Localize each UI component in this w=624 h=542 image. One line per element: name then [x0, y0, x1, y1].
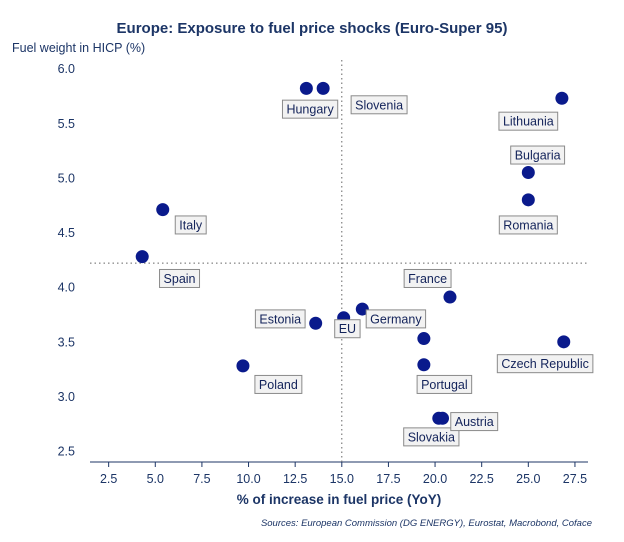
point-czech-republic — [557, 335, 571, 349]
label-germany: Germany — [370, 312, 422, 326]
label-box-romania — [498, 215, 558, 235]
y-tick-label: 5.0 — [58, 171, 75, 185]
label-box-estonia — [254, 309, 306, 329]
label-box-slovakia — [403, 427, 460, 447]
point-germany — [355, 302, 369, 316]
label-bulgaria: Bulgaria — [515, 149, 561, 163]
label-lithuania: Lithuania — [503, 115, 554, 129]
y-tick-label: 2.5 — [58, 445, 75, 459]
x-tick-label: 27.5 — [563, 472, 587, 486]
point-italy — [156, 203, 170, 217]
label-slovakia: Slovakia — [408, 430, 455, 444]
point-spain — [135, 250, 149, 264]
point-lithuania — [555, 91, 569, 105]
label-hungary: Hungary — [286, 103, 334, 117]
x-axis-label: % of increase in fuel price (YoY) — [236, 492, 442, 507]
x-tick-label: 7.5 — [193, 472, 210, 486]
label-france: France — [408, 272, 447, 286]
label-box-poland — [254, 374, 303, 394]
y-tick-label: 5.5 — [58, 117, 75, 131]
x-tick-label: 2.5 — [100, 472, 117, 486]
point-hungary — [299, 81, 313, 95]
x-tick-label: 25.0 — [516, 472, 540, 486]
label-poland: Poland — [259, 378, 298, 392]
label-italy: Italy — [179, 218, 203, 232]
label-box-italy — [174, 215, 207, 235]
label-eu: EU — [339, 322, 356, 336]
x-tick-label: 10.0 — [236, 472, 260, 486]
y-axis-label: Fuel weight in HICP (%) — [12, 41, 146, 55]
label-romania: Romania — [503, 218, 553, 232]
point-portugal — [417, 332, 431, 346]
label-box-france — [403, 268, 452, 288]
label-box-germany — [365, 309, 427, 329]
point-bulgaria — [521, 166, 535, 180]
label-slovenia: Slovenia — [355, 98, 403, 112]
label-box-slovenia — [350, 95, 408, 115]
y-tick-label: 4.5 — [58, 226, 75, 240]
label-box-hungary — [281, 99, 339, 119]
point-slovenia — [316, 81, 330, 95]
label-spain: Spain — [164, 272, 196, 286]
label-box-lithuania — [498, 111, 559, 131]
label-box-austria — [450, 412, 499, 432]
label-box-czech-republic — [496, 354, 594, 374]
x-tick-label: 15.0 — [330, 472, 354, 486]
point-france — [443, 290, 457, 304]
x-tick-label: 5.0 — [147, 472, 164, 486]
point-estonia — [309, 316, 323, 330]
label-estonia: Estonia — [259, 312, 301, 326]
chart-title: Europe: Exposure to fuel price shocks (E… — [116, 20, 508, 37]
x-tick-label: 17.5 — [376, 472, 400, 486]
x-tick-label: 22.5 — [470, 472, 494, 486]
y-tick-label: 4.0 — [58, 281, 75, 295]
label-box-spain — [159, 268, 201, 288]
label-czech-republic: Czech Republic — [501, 357, 589, 371]
label-box-portugal — [416, 374, 473, 394]
x-tick-label: 12.5 — [283, 472, 307, 486]
label-portugal: Portugal — [421, 378, 468, 392]
point-poland — [236, 359, 250, 373]
label-box-bulgaria — [510, 145, 566, 165]
x-tick-label: 20.0 — [423, 472, 447, 486]
source-note: Sources: European Commission (DG ENERGY)… — [260, 518, 592, 529]
point-slovakia — [417, 358, 431, 372]
y-tick-label: 6.0 — [58, 62, 75, 76]
label-box-eu — [334, 319, 361, 339]
point-romania — [521, 193, 535, 207]
y-tick-label: 3.5 — [58, 335, 75, 349]
point-austria-2 — [436, 411, 450, 425]
y-tick-label: 3.0 — [58, 390, 75, 404]
label-austria: Austria — [455, 415, 494, 429]
